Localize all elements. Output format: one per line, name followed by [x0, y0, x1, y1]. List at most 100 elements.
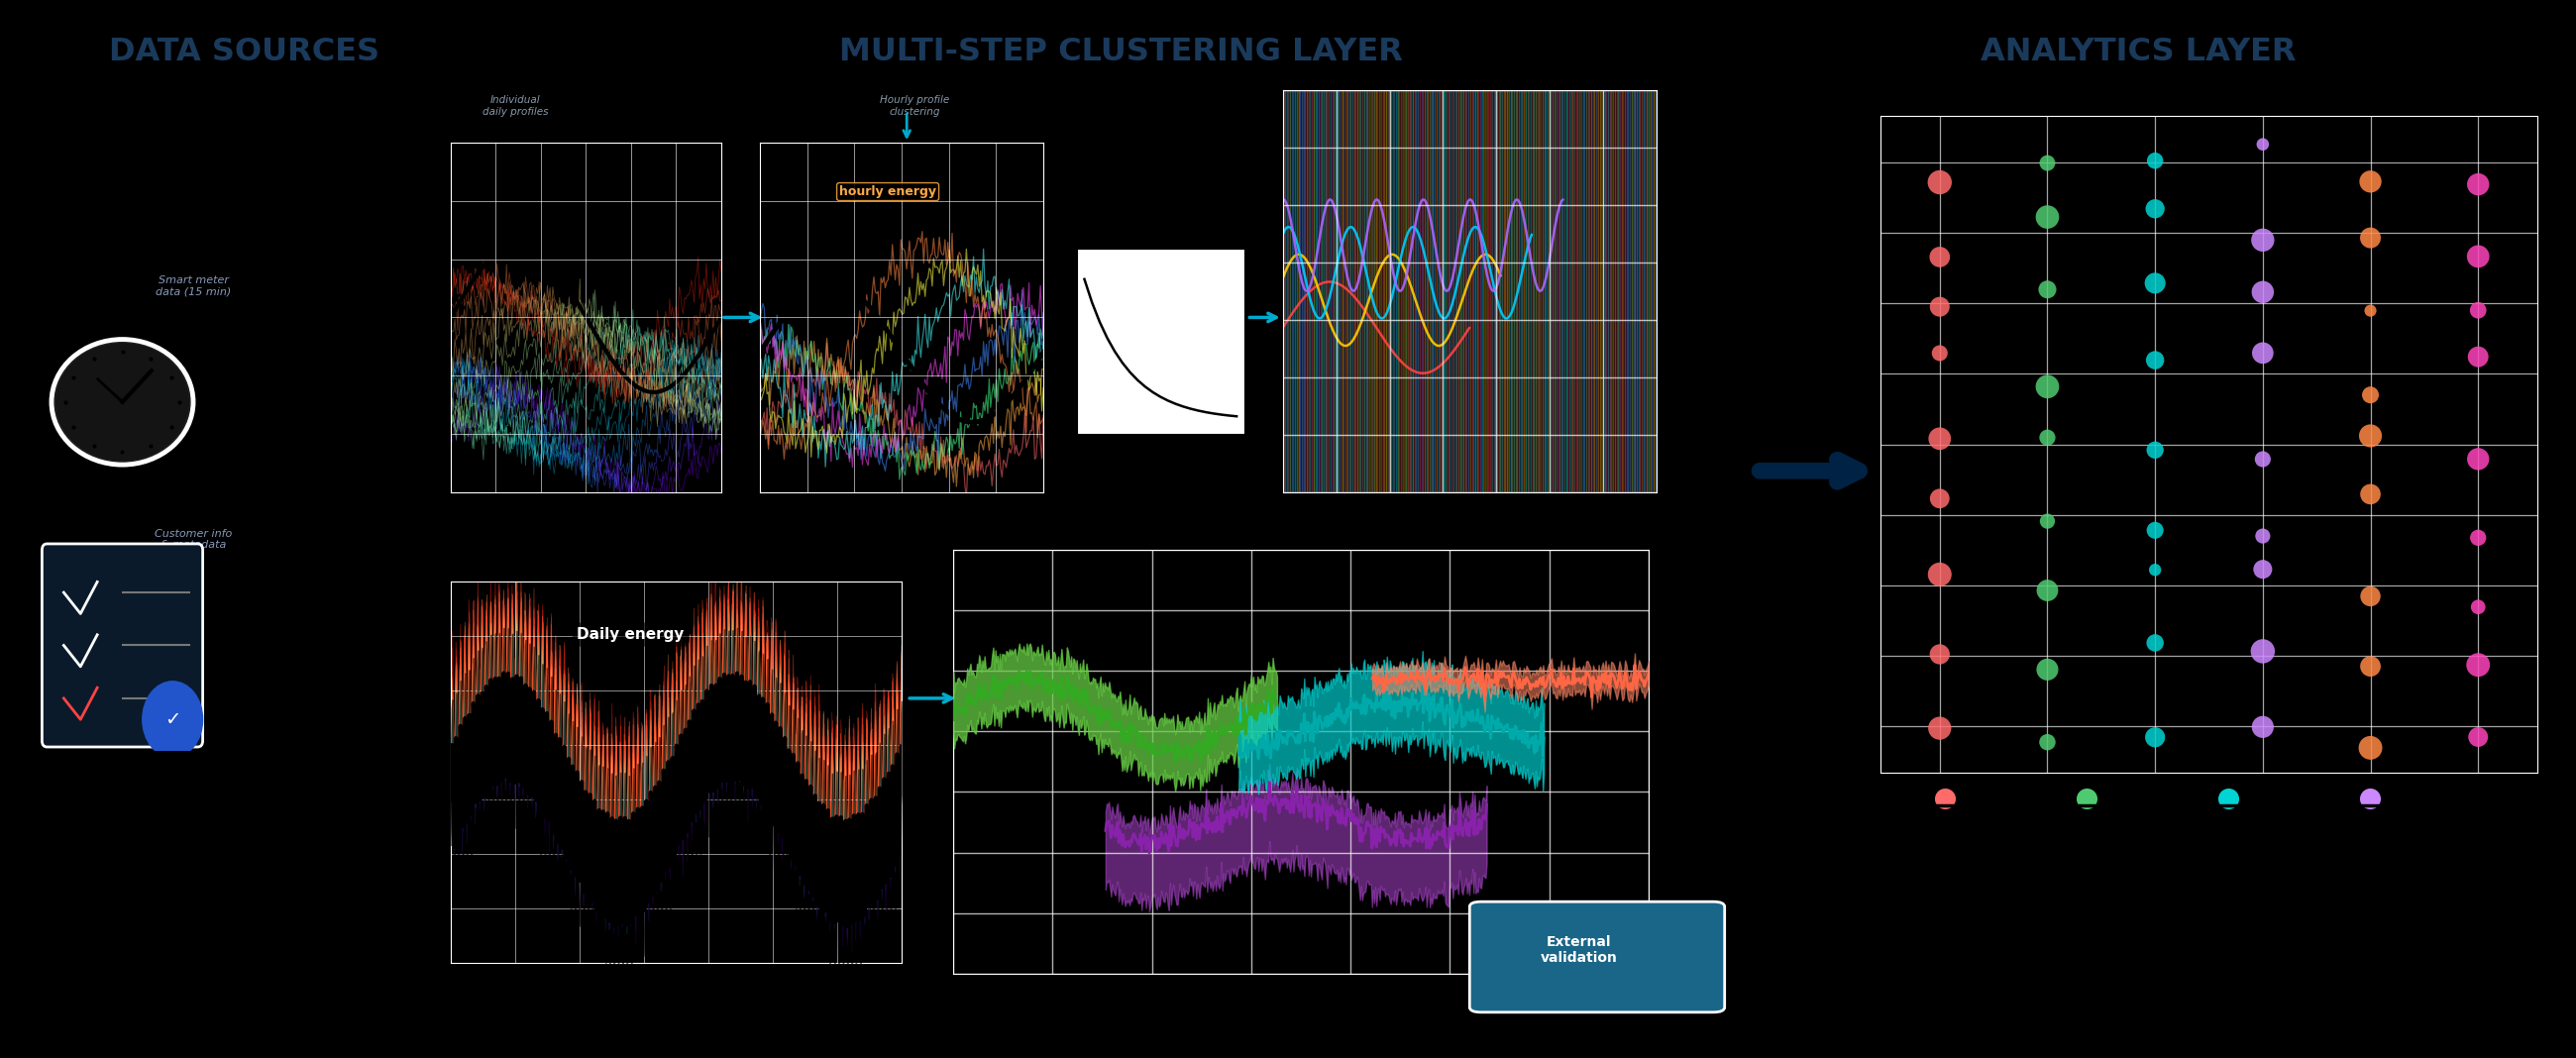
Point [1919, 566, 1960, 583]
Point [1919, 490, 1960, 507]
Text: External
validation: External validation [1540, 935, 1618, 965]
Text: MULTI-STEP CLUSTERING LAYER: MULTI-STEP CLUSTERING LAYER [840, 37, 1401, 68]
Point [2458, 176, 2499, 193]
Point [2349, 790, 2391, 807]
Point [2136, 635, 2177, 652]
Point [2136, 152, 2177, 169]
Point [2241, 345, 2282, 362]
Text: Daily energy: Daily energy [577, 627, 685, 642]
Point [2027, 378, 2069, 395]
Point [2136, 441, 2177, 458]
Point [2241, 135, 2282, 152]
Text: daily.acf.maxlag: daily.acf.maxlag [1888, 859, 1994, 872]
Point [2027, 734, 2069, 751]
Text: daily.acf.sumsq: daily.acf.sumsq [1888, 879, 1989, 892]
Point [2066, 790, 2107, 807]
Point [2241, 451, 2282, 468]
Point [2241, 528, 2282, 545]
Point [1919, 645, 1960, 662]
Text: seasonal.strength: seasonal.strength [1888, 942, 2004, 954]
Text: energy.kwh: energy.kwh [1888, 838, 1963, 851]
Text: 0.10 (0.07): 0.10 (0.07) [2159, 983, 2233, 996]
Point [2241, 643, 2282, 660]
Point [2458, 656, 2499, 673]
Text: daily.rem.outliers: daily.rem.outliers [1888, 983, 2002, 996]
Point [2136, 562, 2177, 579]
Point [2241, 561, 2282, 578]
Point [2027, 154, 2069, 171]
Point [2349, 740, 2391, 756]
FancyBboxPatch shape [41, 544, 204, 747]
Point [1919, 719, 1960, 736]
Point [2458, 729, 2499, 746]
Text: −0.27 (0.32): −0.27 (0.32) [2360, 963, 2442, 975]
Point [2027, 582, 2069, 599]
Text: trend.strength: trend.strength [1888, 920, 1984, 934]
Point [2136, 351, 2177, 368]
Text: Smart meter
data (15 min): Smart meter data (15 min) [155, 275, 232, 296]
Text: hourly.acf.maxlag: hourly.acf.maxlag [1888, 900, 2004, 913]
Text: −0.31 (0.47): −0.31 (0.47) [2159, 963, 2244, 975]
Point [2458, 348, 2499, 365]
Text: 0.75 (0.16): 0.75 (0.16) [2360, 942, 2432, 954]
Circle shape [54, 342, 191, 462]
Point [2136, 522, 2177, 539]
Text: 0.94 (0.05): 0.94 (0.05) [2360, 1004, 2432, 1017]
Circle shape [142, 681, 204, 758]
Text: cor.trend.temp: cor.trend.temp [1888, 963, 1986, 975]
Point [2027, 281, 2069, 298]
Point [1919, 174, 1960, 190]
Text: Overall: Overall [2159, 810, 2226, 828]
Point [2349, 386, 2391, 403]
FancyBboxPatch shape [1468, 901, 1726, 1013]
Text: 0.94 (0.06): 0.94 (0.06) [2159, 1004, 2231, 1017]
Point [1919, 249, 1960, 266]
Point [1924, 790, 1965, 807]
Point [2349, 174, 2391, 190]
Text: DATA SOURCES: DATA SOURCES [108, 37, 381, 68]
Text: 0.66 (0.20): 0.66 (0.20) [2159, 942, 2231, 954]
Point [2349, 303, 2391, 320]
Point [2136, 275, 2177, 292]
Text: Hourly profile
clustering: Hourly profile clustering [878, 95, 951, 116]
Text: ANALYTICS LAYER: ANALYTICS LAYER [1981, 37, 2295, 68]
Text: Daily cluster
assignment: Daily cluster assignment [1476, 95, 1538, 116]
Point [2349, 658, 2391, 675]
Point [2349, 486, 2391, 503]
Point [2458, 302, 2499, 318]
Text: 0.72 (0.18): 0.72 (0.18) [2159, 920, 2233, 934]
Point [2027, 661, 2069, 678]
Text: hourly energy: hourly energy [840, 185, 935, 198]
Point [2349, 588, 2391, 605]
Point [2458, 599, 2499, 616]
Text: 49.93 (50.88): 49.93 (50.88) [2159, 838, 2249, 851]
Point [2458, 451, 2499, 468]
Text: Feature: Feature [1888, 810, 1960, 828]
Point [2136, 200, 2177, 217]
Text: m.d.1: m.d.1 [2360, 810, 2411, 828]
Point [1919, 298, 1960, 315]
Point [2458, 529, 2499, 546]
Point [2241, 718, 2282, 735]
Text: Customer info
& metadata: Customer info & metadata [155, 529, 232, 550]
Text: 43.09 (38.87): 43.09 (38.87) [2360, 838, 2447, 851]
Point [2136, 729, 2177, 746]
Point [1919, 345, 1960, 362]
Text: ✓: ✓ [165, 710, 180, 729]
Point [2027, 430, 2069, 446]
Point [2027, 513, 2069, 530]
Point [2349, 427, 2391, 444]
Point [2241, 284, 2282, 300]
Point [2458, 248, 2499, 264]
Point [2027, 208, 2069, 225]
Text: hourly.entropia: hourly.entropia [1888, 1004, 1986, 1017]
Text: 0.09 (0.04): 0.09 (0.04) [2360, 983, 2432, 996]
Text: 0.60 (0.14): 0.60 (0.14) [2360, 920, 2432, 934]
Text: Individual
daily profiles: Individual daily profiles [482, 95, 549, 116]
Text: 1.82 (1.51): 1.82 (1.51) [2159, 879, 2233, 892]
Point [2241, 232, 2282, 249]
Point [2349, 230, 2391, 247]
Point [1919, 431, 1960, 448]
Text: 0.94 (0.45): 0.94 (0.45) [2360, 879, 2432, 892]
Point [2208, 790, 2249, 807]
